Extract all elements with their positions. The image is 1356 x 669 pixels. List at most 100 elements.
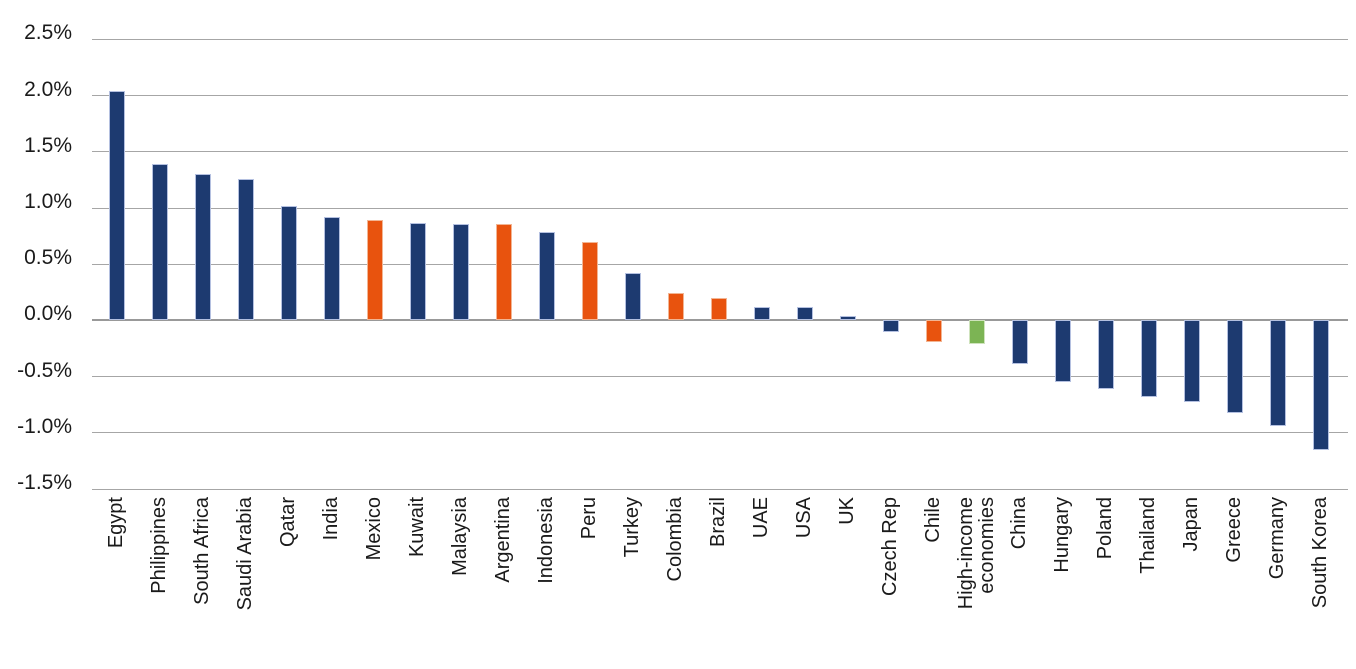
x-label-saudi-arabia: Saudi Arabia bbox=[234, 497, 256, 657]
bar-qatar bbox=[280, 205, 297, 321]
x-label-line: UAE bbox=[750, 497, 772, 539]
bar-high-income-economies bbox=[968, 320, 985, 344]
bar-mexico bbox=[366, 220, 383, 321]
x-label-hungary: Hungary bbox=[1051, 497, 1073, 657]
gridline bbox=[92, 151, 1348, 153]
bar-peru bbox=[581, 241, 598, 321]
x-label-line: High-income bbox=[954, 497, 977, 610]
x-label-line: Brazil bbox=[707, 497, 729, 548]
gridline bbox=[92, 38, 1348, 40]
bar-egypt bbox=[108, 91, 125, 321]
bar-india bbox=[323, 217, 340, 321]
bar-south-africa bbox=[194, 174, 211, 321]
y-tick-label: -0.5% bbox=[17, 358, 72, 382]
x-label-malaysia: Malaysia bbox=[449, 497, 471, 657]
bar-brazil bbox=[710, 297, 727, 321]
x-label-high-income-economies: High-income economies bbox=[954, 497, 998, 657]
x-label-line: UK bbox=[836, 497, 858, 525]
y-tick-label: 0.5% bbox=[24, 246, 72, 270]
bar-argentina bbox=[495, 223, 512, 321]
x-label-chile: Chile bbox=[922, 497, 944, 657]
x-label-line: Argentina bbox=[492, 497, 514, 583]
y-tick-label: 1.5% bbox=[24, 133, 72, 157]
x-label-greece: Greece bbox=[1223, 497, 1245, 657]
x-label-czech-rep: Czech Rep bbox=[879, 497, 901, 657]
x-label-line: Indonesia bbox=[535, 497, 557, 584]
x-label-line: Mexico bbox=[363, 497, 385, 561]
y-tick-label: -1.5% bbox=[17, 471, 72, 494]
x-label-line: China bbox=[1008, 497, 1030, 550]
bar-colombia bbox=[667, 293, 684, 321]
x-label-line: Hungary bbox=[1051, 497, 1073, 573]
x-label-brazil: Brazil bbox=[707, 497, 729, 657]
x-label-line: Czech Rep bbox=[879, 497, 901, 596]
x-label-indonesia: Indonesia bbox=[535, 497, 557, 657]
x-label-south-korea: South Korea bbox=[1309, 497, 1331, 657]
bar-philippines bbox=[151, 164, 168, 321]
x-label-turkey: Turkey bbox=[621, 497, 643, 657]
x-label-line: Egypt bbox=[105, 497, 127, 549]
gridline bbox=[92, 95, 1348, 97]
y-tick-label: -1.0% bbox=[17, 414, 72, 438]
x-label-poland: Poland bbox=[1094, 497, 1116, 657]
bar-japan bbox=[1183, 320, 1200, 403]
y-tick-label: 2.0% bbox=[24, 77, 72, 101]
bar-south-korea bbox=[1312, 320, 1329, 450]
x-label-line: Malaysia bbox=[449, 497, 471, 576]
x-label-line: Thailand bbox=[1137, 497, 1159, 574]
gridline bbox=[92, 376, 1348, 378]
x-label-kuwait: Kuwait bbox=[406, 497, 428, 657]
x-label-line: South Africa bbox=[191, 497, 213, 605]
x-label-line: Germany bbox=[1266, 497, 1288, 580]
x-label-japan: Japan bbox=[1180, 497, 1202, 657]
zero-axis-line bbox=[92, 319, 1348, 322]
x-label-peru: Peru bbox=[578, 497, 600, 657]
x-label-germany: Germany bbox=[1266, 497, 1288, 657]
x-label-line: economies bbox=[975, 497, 998, 594]
x-label-usa: USA bbox=[793, 497, 815, 657]
x-label-line: Saudi Arabia bbox=[234, 497, 256, 611]
x-label-india: India bbox=[320, 497, 342, 657]
y-tick-label: 1.0% bbox=[24, 190, 72, 213]
bar-saudi-arabia bbox=[237, 178, 254, 321]
x-label-egypt: Egypt bbox=[105, 497, 127, 657]
x-label-argentina: Argentina bbox=[492, 497, 514, 657]
gridline bbox=[92, 263, 1348, 265]
x-label-line: Chile bbox=[922, 497, 944, 543]
x-label-qatar: Qatar bbox=[277, 497, 299, 657]
bar-uae bbox=[753, 306, 770, 321]
bar-indonesia bbox=[538, 231, 555, 321]
x-label-philippines: Philippines bbox=[148, 497, 170, 657]
x-label-china: China bbox=[1008, 497, 1030, 657]
bar-chile bbox=[925, 320, 942, 342]
x-label-south-africa: South Africa bbox=[191, 497, 213, 657]
x-label-line: Philippines bbox=[148, 497, 170, 594]
x-label-line: Greece bbox=[1223, 497, 1245, 563]
bar-usa bbox=[796, 306, 813, 321]
x-label-line: Poland bbox=[1094, 497, 1116, 560]
x-label-line: Turkey bbox=[621, 497, 643, 558]
bar-turkey bbox=[624, 273, 641, 321]
x-label-uk: UK bbox=[836, 497, 858, 657]
bar-kuwait bbox=[409, 222, 426, 321]
bar-greece bbox=[1226, 320, 1243, 413]
y-tick-label: 2.5% bbox=[24, 21, 72, 45]
x-label-line: Colombia bbox=[664, 497, 686, 582]
bar-czech-rep bbox=[882, 320, 899, 332]
x-label-uae: UAE bbox=[750, 497, 772, 657]
bar-uk bbox=[839, 315, 856, 321]
x-label-mexico: Mexico bbox=[363, 497, 385, 657]
x-label-line: Kuwait bbox=[406, 497, 428, 558]
gridline bbox=[92, 207, 1348, 209]
gridline bbox=[92, 432, 1348, 434]
bar-thailand bbox=[1140, 320, 1157, 397]
x-label-thailand: Thailand bbox=[1137, 497, 1159, 657]
y-tick-label: 0.0% bbox=[24, 302, 72, 326]
x-label-line: Peru bbox=[578, 497, 600, 540]
x-label-line: Japan bbox=[1180, 497, 1202, 552]
bar-germany bbox=[1269, 320, 1286, 427]
bar-malaysia bbox=[452, 223, 469, 321]
x-label-line: South Korea bbox=[1309, 497, 1331, 609]
bar-hungary bbox=[1054, 320, 1071, 383]
